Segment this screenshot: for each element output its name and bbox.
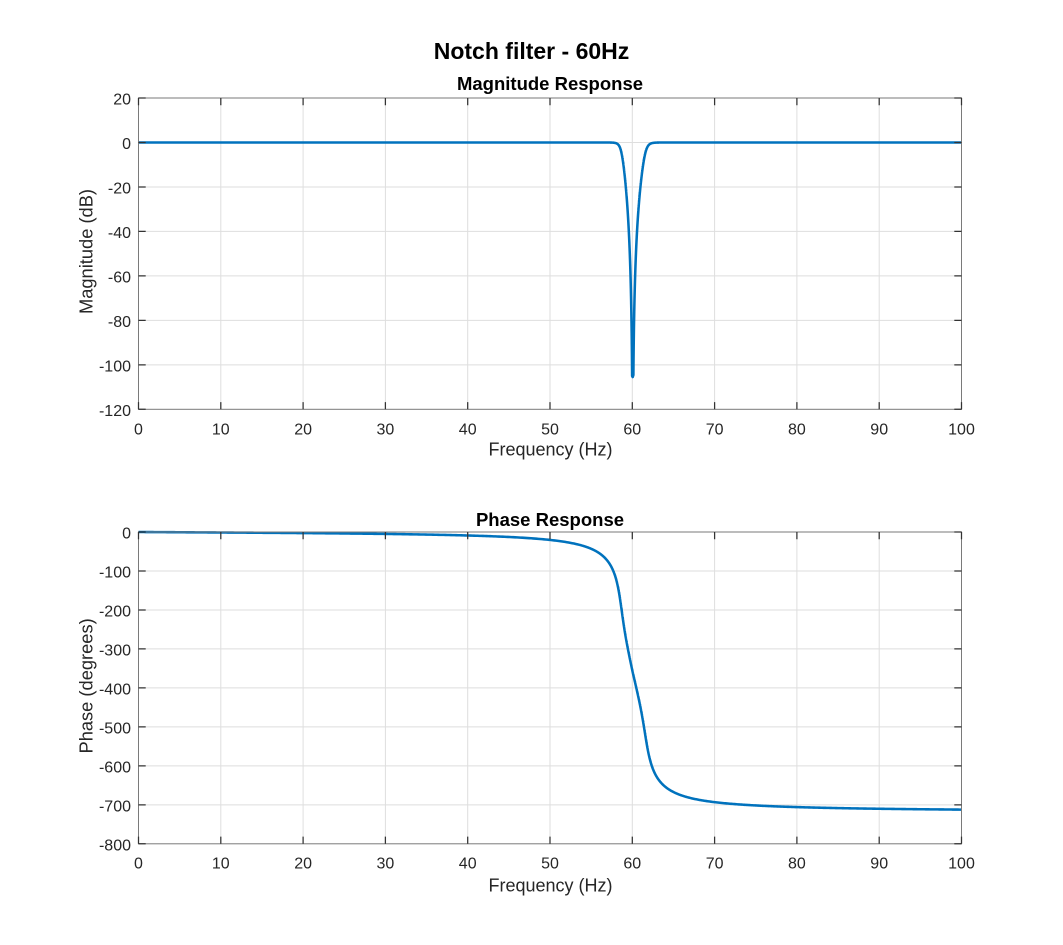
svg-text:Frequency (Hz): Frequency (Hz)	[488, 440, 612, 460]
svg-text:-500: -500	[99, 720, 131, 737]
svg-text:60: 60	[623, 422, 641, 439]
svg-text:Frequency (Hz): Frequency (Hz)	[488, 876, 612, 896]
svg-text:80: 80	[788, 855, 806, 872]
svg-text:-20: -20	[108, 181, 131, 198]
svg-text:10: 10	[212, 855, 230, 872]
svg-text:100: 100	[948, 855, 975, 872]
svg-text:Phase Response: Phase Response	[476, 509, 624, 530]
svg-text:-800: -800	[99, 837, 131, 854]
svg-text:-700: -700	[99, 798, 131, 815]
svg-text:Phase (degrees): Phase (degrees)	[75, 618, 96, 753]
svg-text:80: 80	[788, 422, 806, 439]
svg-text:0: 0	[122, 526, 131, 543]
svg-text:-300: -300	[99, 643, 131, 660]
svg-text:90: 90	[870, 422, 888, 439]
svg-text:0: 0	[134, 422, 143, 439]
svg-text:90: 90	[870, 855, 888, 872]
svg-text:20: 20	[294, 422, 312, 439]
svg-text:Notch filter - 60Hz: Notch filter - 60Hz	[434, 38, 630, 64]
svg-text:-100: -100	[99, 358, 131, 375]
svg-text:0: 0	[122, 136, 131, 153]
svg-text:-60: -60	[108, 269, 131, 286]
svg-text:-120: -120	[99, 403, 131, 420]
svg-text:60: 60	[623, 855, 641, 872]
svg-text:-200: -200	[99, 604, 131, 621]
svg-text:20: 20	[294, 855, 312, 872]
svg-text:-600: -600	[99, 759, 131, 776]
svg-text:40: 40	[459, 422, 477, 439]
svg-text:-400: -400	[99, 682, 131, 699]
svg-text:10: 10	[212, 422, 230, 439]
svg-text:Magnitude (dB): Magnitude (dB)	[75, 189, 96, 314]
svg-text:70: 70	[706, 422, 724, 439]
svg-text:50: 50	[541, 855, 559, 872]
svg-text:70: 70	[706, 855, 724, 872]
svg-text:Magnitude Response: Magnitude Response	[457, 73, 643, 94]
svg-text:50: 50	[541, 422, 559, 439]
svg-text:30: 30	[377, 855, 395, 872]
svg-text:20: 20	[113, 92, 131, 109]
svg-text:30: 30	[377, 422, 395, 439]
svg-text:0: 0	[134, 855, 143, 872]
svg-text:-100: -100	[99, 565, 131, 582]
svg-text:40: 40	[459, 855, 477, 872]
svg-text:-80: -80	[108, 314, 131, 331]
svg-text:100: 100	[948, 422, 975, 439]
svg-text:-40: -40	[108, 225, 131, 242]
